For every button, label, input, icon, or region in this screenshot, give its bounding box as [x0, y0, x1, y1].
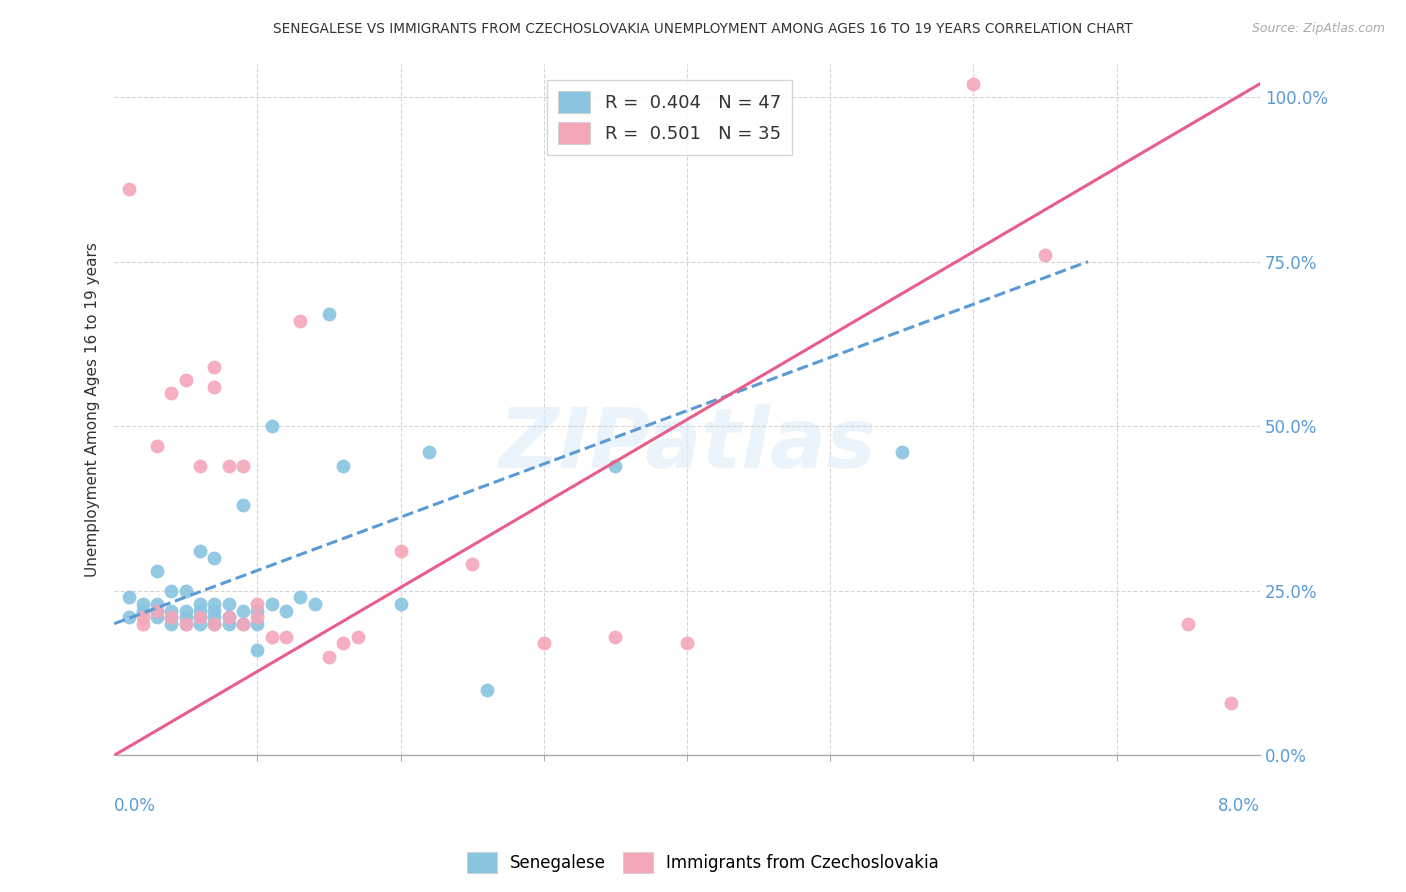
- Point: [1220, 696, 1243, 710]
- Point: [232, 458, 254, 473]
- Point: [174, 610, 197, 624]
- Text: ZIPatlas: ZIPatlas: [498, 404, 876, 484]
- Point: [260, 419, 283, 434]
- Point: [132, 610, 155, 624]
- Point: [533, 636, 555, 650]
- Point: [204, 603, 226, 617]
- Point: [204, 359, 226, 374]
- Point: [204, 616, 226, 631]
- Point: [389, 597, 412, 611]
- Point: [146, 597, 169, 611]
- Point: [188, 603, 211, 617]
- Point: [232, 616, 254, 631]
- Point: [117, 182, 139, 196]
- Point: [117, 591, 139, 605]
- Point: [174, 373, 197, 387]
- Point: [146, 603, 169, 617]
- Point: [318, 649, 340, 664]
- Point: [676, 636, 699, 650]
- Point: [246, 610, 269, 624]
- Point: [232, 603, 254, 617]
- Point: [146, 439, 169, 453]
- Point: [204, 550, 226, 565]
- Point: [246, 643, 269, 657]
- Point: [174, 603, 197, 617]
- Text: Source: ZipAtlas.com: Source: ZipAtlas.com: [1251, 22, 1385, 36]
- Point: [389, 544, 412, 558]
- Point: [160, 610, 183, 624]
- Point: [132, 616, 155, 631]
- Point: [274, 630, 297, 644]
- Point: [890, 445, 912, 459]
- Text: SENEGALESE VS IMMIGRANTS FROM CZECHOSLOVAKIA UNEMPLOYMENT AMONG AGES 16 TO 19 YE: SENEGALESE VS IMMIGRANTS FROM CZECHOSLOV…: [273, 22, 1133, 37]
- Point: [160, 603, 183, 617]
- Point: [188, 616, 211, 631]
- Point: [290, 591, 312, 605]
- Point: [174, 583, 197, 598]
- Y-axis label: Unemployment Among Ages 16 to 19 years: Unemployment Among Ages 16 to 19 years: [86, 243, 100, 577]
- Point: [160, 386, 183, 401]
- Point: [418, 445, 440, 459]
- Point: [260, 597, 283, 611]
- Point: [332, 636, 354, 650]
- Point: [218, 610, 240, 624]
- Point: [332, 458, 354, 473]
- Point: [218, 597, 240, 611]
- Legend: R =  0.404   N = 47, R =  0.501   N = 35: R = 0.404 N = 47, R = 0.501 N = 35: [547, 80, 792, 154]
- Point: [188, 458, 211, 473]
- Point: [188, 597, 211, 611]
- Point: [290, 314, 312, 328]
- Point: [188, 610, 211, 624]
- Point: [204, 379, 226, 393]
- Point: [204, 616, 226, 631]
- Point: [174, 616, 197, 631]
- Point: [475, 682, 498, 697]
- Point: [160, 610, 183, 624]
- Point: [188, 544, 211, 558]
- Point: [204, 597, 226, 611]
- Point: [160, 583, 183, 598]
- Point: [160, 616, 183, 631]
- Point: [132, 597, 155, 611]
- Point: [260, 630, 283, 644]
- Point: [218, 616, 240, 631]
- Point: [246, 603, 269, 617]
- Point: [605, 630, 627, 644]
- Text: 0.0%: 0.0%: [114, 797, 156, 814]
- Point: [146, 564, 169, 578]
- Point: [146, 603, 169, 617]
- Point: [304, 597, 326, 611]
- Point: [346, 630, 368, 644]
- Point: [232, 498, 254, 512]
- Point: [146, 610, 169, 624]
- Legend: Senegalese, Immigrants from Czechoslovakia: Senegalese, Immigrants from Czechoslovak…: [460, 846, 946, 880]
- Point: [274, 603, 297, 617]
- Point: [318, 307, 340, 321]
- Point: [117, 610, 139, 624]
- Point: [1033, 248, 1056, 262]
- Point: [204, 610, 226, 624]
- Point: [132, 603, 155, 617]
- Point: [246, 597, 269, 611]
- Point: [232, 616, 254, 631]
- Point: [605, 458, 627, 473]
- Point: [218, 610, 240, 624]
- Point: [461, 558, 484, 572]
- Point: [1177, 616, 1199, 631]
- Point: [174, 616, 197, 631]
- Point: [218, 458, 240, 473]
- Point: [246, 616, 269, 631]
- Point: [962, 77, 984, 91]
- Point: [188, 610, 211, 624]
- Text: 8.0%: 8.0%: [1218, 797, 1260, 814]
